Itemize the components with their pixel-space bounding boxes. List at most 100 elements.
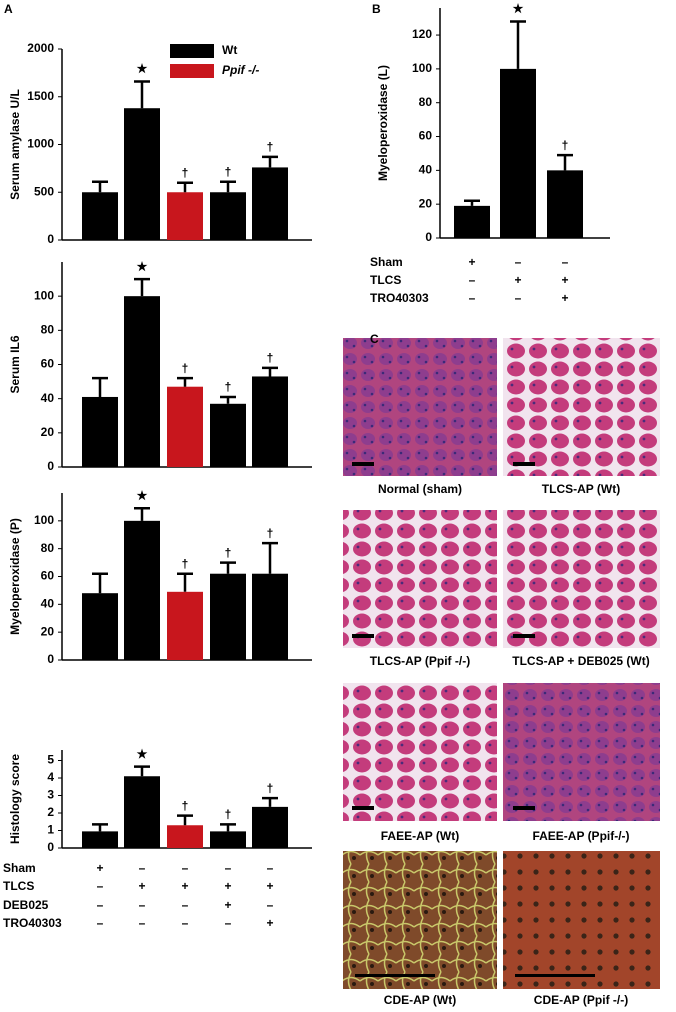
error-bar [220, 180, 236, 193]
y-tick-label: 500 [34, 184, 54, 198]
histology-caption: FAEE-AP (Ppif-/-) [532, 829, 629, 843]
error-bar [177, 814, 193, 826]
y-tick-label: 40 [41, 597, 55, 611]
significance-marker: † [267, 781, 274, 795]
y-tick-label: 2 [47, 805, 54, 819]
bar [167, 192, 203, 240]
y-tick-label: 0 [425, 230, 432, 244]
bar [82, 831, 118, 848]
error-bar [220, 561, 236, 574]
bar [124, 296, 160, 467]
histology-panel [343, 338, 660, 989]
error-bar [177, 181, 193, 193]
bar [252, 573, 288, 660]
y-tick-label: 1000 [27, 137, 54, 151]
y-tick-label: 20 [419, 196, 433, 210]
condition-mark: + [181, 879, 188, 893]
y-axis-label: Serum amylase U/L [8, 89, 22, 200]
error-bar [220, 395, 236, 404]
error-bar [464, 199, 480, 206]
legend-label: Wt [222, 43, 237, 57]
significance-marker: † [182, 799, 189, 813]
condition-mark: – [469, 273, 476, 287]
error-bar [92, 823, 108, 832]
condition-mark: – [267, 861, 274, 875]
bar [547, 170, 583, 238]
condition-mark: – [182, 916, 189, 930]
condition-mark: – [515, 255, 522, 269]
condition-mark: – [182, 861, 189, 875]
legend-swatch [170, 64, 214, 78]
bar [210, 831, 246, 848]
condition-label: DEB025 [3, 898, 49, 912]
histology-caption: FAEE-AP (Wt) [381, 829, 459, 843]
condition-label: TRO40303 [370, 291, 429, 305]
legend-label: Ppif -/- [222, 63, 259, 77]
significance-marker: ★ [137, 488, 148, 502]
histology-image [503, 683, 660, 821]
y-tick-label: 40 [419, 163, 433, 177]
condition-label: TLCS [370, 273, 401, 287]
scale-bar [513, 634, 535, 638]
significance-marker: † [182, 361, 189, 375]
y-tick-label: 1500 [27, 89, 54, 103]
histology-image [343, 683, 497, 821]
condition-mark: + [561, 291, 568, 305]
bar [210, 573, 246, 660]
bar [82, 396, 118, 467]
condition-mark: + [266, 916, 273, 930]
bar [82, 593, 118, 660]
condition-mark: + [514, 273, 521, 287]
condition-mark: – [267, 898, 274, 912]
significance-marker: † [225, 808, 232, 822]
bar [210, 403, 246, 467]
histology-image [503, 338, 660, 476]
bar [210, 192, 246, 240]
scale-bar [355, 974, 435, 977]
bar [167, 386, 203, 467]
scale-bar [352, 462, 374, 466]
condition-mark: – [139, 861, 146, 875]
bar [454, 205, 490, 238]
y-tick-label: 0 [47, 459, 54, 473]
histology-caption: TLCS-AP + DEB025 (Wt) [512, 654, 649, 668]
condition-label: Sham [370, 255, 403, 269]
significance-marker: † [562, 138, 569, 152]
y-tick-label: 100 [412, 61, 432, 75]
y-tick-label: 60 [41, 569, 55, 583]
legend-swatch [170, 44, 214, 58]
bar [252, 376, 288, 467]
scale-bar [513, 806, 535, 810]
condition-mark: + [468, 255, 475, 269]
error-bar [134, 80, 150, 109]
condition-mark: – [97, 916, 104, 930]
y-tick-label: 20 [41, 425, 55, 439]
y-tick-label: 2000 [27, 41, 54, 55]
y-tick-label: 60 [419, 129, 433, 143]
bar [124, 108, 160, 241]
error-bar [262, 796, 278, 807]
error-bar [134, 765, 150, 777]
condition-mark: + [561, 273, 568, 287]
y-tick-label: 0 [47, 652, 54, 666]
significance-marker: † [225, 165, 232, 179]
error-bar [220, 823, 236, 832]
bar [167, 591, 203, 660]
condition-mark: – [515, 291, 522, 305]
significance-marker: † [225, 546, 232, 560]
error-bar [92, 572, 108, 594]
panel-label: A [4, 2, 13, 16]
scale-bar [352, 634, 374, 638]
error-bar [177, 572, 193, 592]
histology-caption: CDE-AP (Ppif -/-) [534, 993, 628, 1007]
significance-marker: † [267, 351, 274, 365]
scale-bar [352, 806, 374, 810]
histology-image [343, 338, 497, 476]
y-axis-label: Histology score [8, 754, 22, 844]
y-tick-label: 120 [412, 27, 432, 41]
condition-mark: + [96, 861, 103, 875]
bar [252, 806, 288, 848]
histology-image [343, 510, 497, 648]
condition-label: Sham [3, 861, 36, 875]
condition-mark: – [562, 255, 569, 269]
